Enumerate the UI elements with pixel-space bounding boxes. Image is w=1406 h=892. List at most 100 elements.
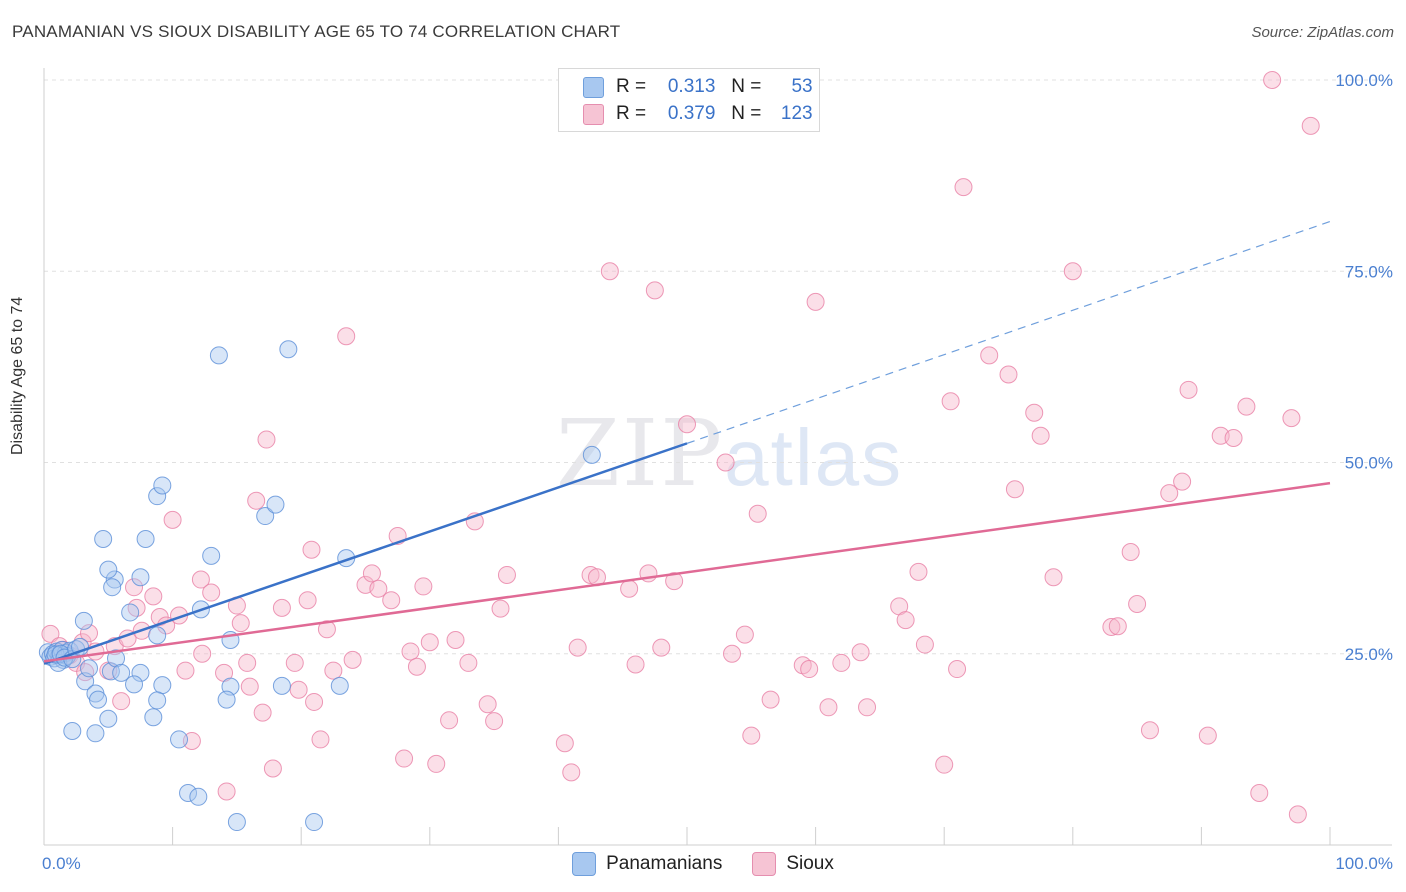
sioux-point — [182, 731, 201, 750]
legend-r-value: 0.379 — [667, 103, 716, 124]
panamanian-point — [125, 675, 144, 694]
legend-n-label: N = — [731, 103, 762, 124]
sioux-point — [414, 577, 433, 596]
sioux-point — [568, 638, 587, 657]
sioux-point — [723, 644, 742, 663]
source-label: Source: ZipAtlas.com — [1251, 24, 1394, 41]
sioux-point — [999, 365, 1018, 384]
sioux-point — [298, 591, 317, 610]
sioux-point — [1288, 805, 1307, 824]
panamanian-point — [99, 709, 118, 728]
sioux-point — [191, 570, 210, 589]
panamanian-point — [131, 663, 150, 682]
sioux-point — [1063, 262, 1082, 281]
sioux-point — [253, 703, 272, 722]
sioux-point — [144, 587, 163, 606]
sioux-point — [562, 763, 581, 782]
panamanian-point — [189, 787, 208, 806]
sioux-point — [915, 635, 934, 654]
sioux-points — [41, 71, 1320, 824]
sioux-trend-line — [43, 481, 1331, 663]
panamanian-point — [148, 626, 167, 645]
sioux-point — [247, 491, 266, 510]
sioux-point — [1237, 397, 1256, 416]
panamanian-point — [94, 530, 113, 548]
sioux-point — [127, 598, 146, 617]
sioux-point — [980, 346, 999, 365]
sioux-point — [858, 698, 877, 717]
sioux-point — [806, 292, 825, 311]
sioux-point — [1263, 71, 1282, 89]
sioux-point — [800, 660, 819, 679]
sioux-point — [112, 692, 131, 711]
sioux-point — [1102, 617, 1121, 636]
sioux-point — [555, 734, 574, 753]
panamanian-point — [121, 603, 140, 622]
panamanian-point — [217, 690, 236, 709]
panamanian-point — [148, 691, 167, 710]
legend-swatch-sioux — [583, 103, 604, 125]
y-tick-label: 100.0% — [1335, 71, 1393, 90]
sioux-point — [176, 661, 195, 680]
legend-row-panamanians: R = 0.313 N = 53 — [583, 75, 813, 99]
panamanian-point — [99, 560, 118, 579]
sioux-point — [645, 281, 664, 300]
panamanian-point — [266, 495, 285, 514]
sioux-point — [324, 661, 343, 680]
legend-row-sioux: R = 0.379 N = 123 — [583, 102, 813, 126]
panamanian-point — [330, 676, 349, 695]
panamanian-point — [153, 676, 172, 695]
legend-r-label: R = — [616, 76, 647, 97]
sioux-point — [954, 178, 973, 197]
panamanian-point — [305, 813, 324, 832]
panamanian-point — [74, 611, 93, 630]
sioux-point — [909, 562, 928, 581]
sioux-point — [1173, 472, 1192, 491]
sioux-point — [665, 572, 684, 591]
sioux-point — [272, 598, 291, 617]
sioux-point — [1198, 726, 1217, 745]
panamanian-points — [38, 340, 601, 832]
panamanian-point — [136, 530, 155, 548]
panamanian-point — [170, 730, 189, 749]
panamanian-point — [272, 676, 291, 695]
chart-title: PANAMANIAN VS SIOUX DISABILITY AGE 65 TO… — [12, 22, 621, 41]
sioux-point — [240, 677, 259, 696]
legend-n-value: 123 — [780, 103, 813, 124]
panamanian-point — [144, 708, 163, 727]
sioux-point — [948, 660, 967, 679]
sioux-point — [1160, 484, 1179, 503]
sioux-point — [41, 624, 60, 643]
panamanian-point — [89, 690, 108, 709]
sioux-point — [420, 633, 439, 652]
y-tick-label: 25.0% — [1345, 645, 1393, 664]
sioux-point — [761, 690, 780, 709]
sioux-point — [652, 638, 671, 657]
sioux-point — [485, 712, 504, 731]
sioux-point — [478, 695, 497, 714]
panamanian-point — [107, 649, 126, 668]
sioux-point — [748, 504, 767, 523]
sioux-point — [407, 657, 426, 676]
sioux-point — [851, 643, 870, 662]
panamanian-point — [279, 340, 298, 359]
sioux-point — [935, 755, 954, 774]
sioux-point — [941, 392, 960, 411]
sioux-point — [1044, 568, 1063, 587]
legend-r-value: 0.313 — [667, 76, 716, 97]
sioux-point — [626, 655, 645, 674]
sioux-point — [1140, 721, 1159, 740]
sioux-point — [1282, 409, 1301, 428]
sioux-point — [1025, 403, 1044, 422]
sioux-point — [896, 611, 915, 630]
sioux-point — [742, 726, 761, 745]
panamanian-point — [179, 783, 198, 802]
y-tick-label: 75.0% — [1345, 262, 1393, 281]
sioux-point — [217, 782, 236, 801]
legend-n-label: N = — [731, 76, 762, 97]
sioux-point — [491, 599, 510, 618]
panamanian-trend-extension — [686, 220, 1331, 444]
series-legend: Panamanians Sioux — [0, 852, 1406, 876]
stats-legend: R = 0.313 N = 53 R = 0.379 N = 123 — [558, 68, 820, 132]
